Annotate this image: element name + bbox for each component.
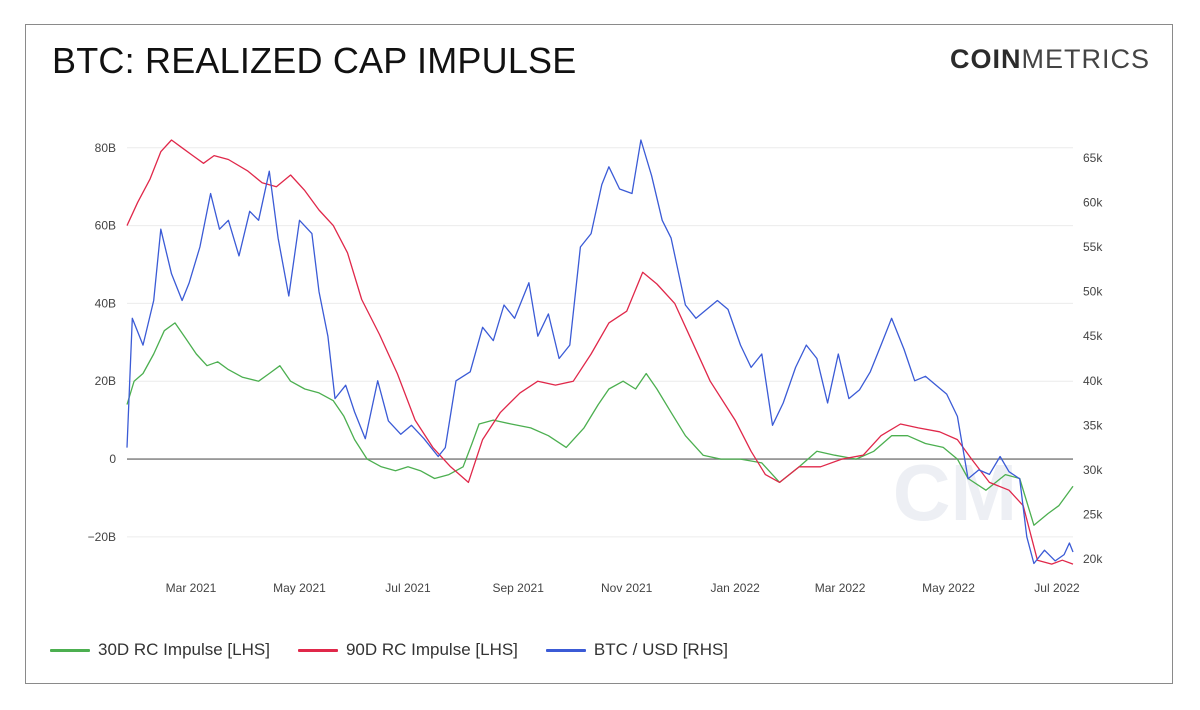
chart-frame (25, 24, 1173, 684)
y-right-tick-label: 55k (1083, 240, 1103, 254)
y-right-tick-label: 40k (1083, 374, 1103, 388)
brand-logo-light: METRICS (1021, 44, 1150, 74)
y-left-tick-label: −20B (88, 530, 116, 544)
series-line-btc (126, 139, 1074, 565)
x-tick-label: Jul 2022 (1034, 581, 1080, 595)
y-axis-right: 65k 60k 55k 50k 45k 40k 35k 30k 25k 20k (1083, 151, 1103, 566)
y-right-tick-label: 30k (1083, 463, 1103, 477)
chart-title: BTC: REALIZED CAP IMPULSE (52, 40, 577, 81)
watermark-logo: CM (893, 448, 1017, 537)
legend-item-90d[interactable]: 90D RC Impulse [LHS] (297, 640, 518, 660)
legend-label-btc: BTC / USD [RHS] (593, 640, 729, 659)
x-tick-label: Jul 2021 (385, 581, 431, 595)
legend-label-90d: 90D RC Impulse [LHS] (345, 640, 518, 659)
y-left-tick-label: 20B (95, 374, 116, 388)
x-tick-label: Nov 2021 (601, 581, 653, 595)
series-line-90d (126, 139, 1074, 565)
y-left-tick-label: 80B (95, 141, 116, 155)
x-tick-label: Sep 2021 (493, 581, 545, 595)
legend-swatch-btc (545, 648, 586, 652)
y-right-tick-label: 50k (1083, 285, 1103, 299)
x-tick-label: Mar 2022 (815, 581, 866, 595)
y-right-tick-label: 25k (1083, 508, 1103, 522)
y-left-tick-label: 40B (95, 296, 116, 310)
legend-label-30d: 30D RC Impulse [LHS] (98, 640, 270, 659)
x-tick-label: May 2022 (922, 581, 975, 595)
series-line-30d (126, 322, 1074, 526)
x-axis: Mar 2021 May 2021 Jul 2021 Sep 2021 Nov 2021… (166, 581, 1080, 595)
legend-item-btc[interactable]: BTC / USD [RHS] (545, 640, 729, 660)
y-right-tick-label: 20k (1083, 552, 1103, 566)
y-left-tick-label: 60B (95, 219, 116, 233)
series-lines (126, 139, 1074, 565)
x-tick-label: Mar 2021 (166, 581, 217, 595)
y-right-tick-label: 35k (1083, 418, 1103, 432)
y-right-tick-label: 60k (1083, 195, 1103, 209)
y-axis-left: 80B 60B 40B 20B 0 −20B (88, 141, 117, 544)
x-tick-label: May 2021 (273, 581, 326, 595)
brand-logo-bold: COIN (950, 44, 1022, 74)
brand-logo: COINMETRICS (950, 44, 1150, 75)
legend-swatch-90d (297, 648, 338, 652)
legend-item-30d[interactable]: 30D RC Impulse [LHS] (50, 640, 270, 660)
x-tick-label: Jan 2022 (710, 581, 760, 595)
gridlines (127, 147, 1073, 538)
y-right-tick-label: 65k (1083, 151, 1103, 165)
legend: 30D RC Impulse [LHS] 90D RC Impulse [LHS… (50, 640, 728, 660)
y-right-tick-label: 45k (1083, 329, 1103, 343)
legend-swatch-30d (50, 648, 90, 652)
y-left-tick-label: 0 (109, 452, 116, 466)
